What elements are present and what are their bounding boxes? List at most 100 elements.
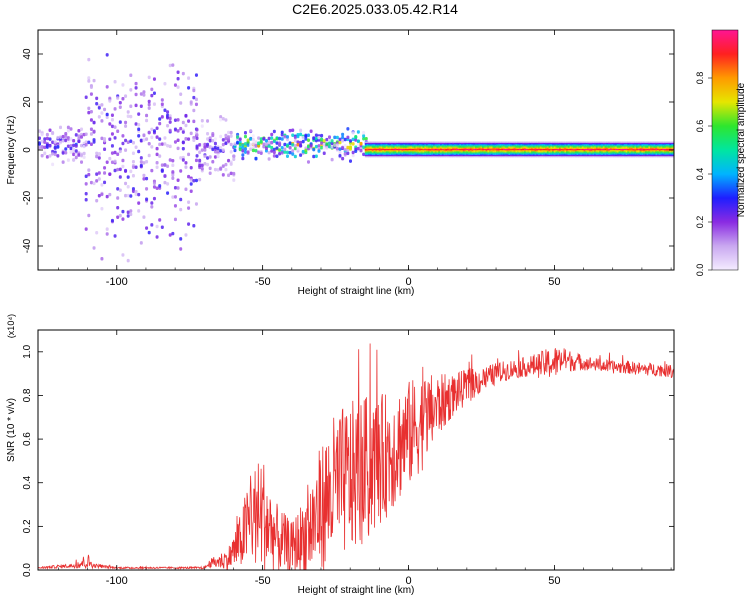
heat-cell bbox=[483, 150, 487, 152]
heat-cell bbox=[459, 148, 462, 151]
heat-cell bbox=[587, 150, 590, 152]
heat-cell bbox=[667, 148, 670, 151]
heat-cell bbox=[483, 146, 487, 148]
heat-cell bbox=[396, 142, 399, 145]
heat-cell bbox=[366, 150, 369, 152]
heat-cell bbox=[466, 151, 469, 153]
heat-cell bbox=[126, 114, 130, 118]
heat-cell bbox=[588, 151, 592, 153]
y-tick-label: 1.0 bbox=[22, 344, 33, 358]
heat-cell bbox=[567, 151, 571, 153]
heat-cell bbox=[555, 144, 558, 146]
heat-cell bbox=[473, 144, 476, 146]
heat-cell bbox=[105, 85, 109, 89]
heat-cell bbox=[391, 148, 394, 151]
heat-cell bbox=[557, 150, 560, 152]
heat-cell bbox=[650, 148, 653, 151]
heat-cell bbox=[450, 148, 453, 151]
heat-cell bbox=[257, 144, 261, 148]
heat-cell bbox=[457, 156, 460, 158]
heat-cell bbox=[564, 148, 567, 151]
heat-cell bbox=[515, 150, 518, 152]
heat-cell bbox=[317, 144, 321, 148]
heat-cell bbox=[571, 147, 574, 149]
heat-cell bbox=[543, 142, 546, 145]
heat-cell bbox=[651, 142, 655, 145]
heat-cell bbox=[466, 141, 469, 143]
heat-cell bbox=[581, 156, 585, 158]
heat-cell bbox=[504, 152, 508, 154]
heat-cell bbox=[669, 154, 672, 157]
heat-cell bbox=[641, 156, 644, 158]
heat-cell bbox=[525, 151, 529, 153]
heat-cell bbox=[440, 152, 443, 154]
heat-cell bbox=[124, 138, 128, 143]
heat-cell bbox=[371, 156, 375, 158]
heat-cell bbox=[651, 145, 655, 147]
heat-cell bbox=[267, 140, 271, 145]
heat-cell bbox=[648, 153, 651, 155]
heat-cell bbox=[524, 144, 527, 146]
heat-cell bbox=[646, 141, 649, 143]
heat-cell bbox=[150, 93, 154, 98]
heat-cell bbox=[447, 153, 450, 155]
heat-cell bbox=[592, 141, 595, 143]
heat-cell bbox=[387, 142, 390, 145]
heat-cell bbox=[179, 237, 183, 241]
heat-cell bbox=[576, 150, 579, 152]
heat-cell bbox=[189, 189, 193, 193]
heat-cell bbox=[569, 145, 572, 147]
heat-cell bbox=[545, 148, 548, 151]
heat-cell bbox=[348, 139, 352, 143]
heat-cell bbox=[559, 150, 562, 152]
heat-cell bbox=[531, 144, 534, 146]
heat-cell bbox=[110, 151, 114, 155]
heat-cell bbox=[660, 141, 663, 143]
heat-cell bbox=[462, 152, 466, 154]
heat-cell bbox=[422, 146, 425, 148]
heat-cell bbox=[548, 145, 551, 147]
heat-cell bbox=[283, 150, 287, 154]
heat-cell bbox=[657, 146, 660, 148]
heat-cell bbox=[588, 145, 592, 147]
heat-cell bbox=[229, 134, 233, 138]
heat-cell bbox=[213, 145, 217, 150]
heat-cell bbox=[497, 156, 501, 158]
heat-cell bbox=[569, 148, 572, 151]
heat-cell bbox=[455, 142, 459, 145]
heat-cell bbox=[396, 153, 399, 155]
heat-cell bbox=[461, 147, 464, 149]
heat-cell bbox=[669, 151, 672, 153]
heat-cell bbox=[134, 103, 138, 108]
heat-cell bbox=[665, 145, 669, 147]
heat-cell bbox=[399, 147, 403, 149]
heat-cell bbox=[553, 141, 557, 143]
heat-cell bbox=[221, 164, 225, 168]
heat-cell bbox=[609, 142, 613, 145]
heat-cell bbox=[389, 145, 392, 147]
heat-cell bbox=[462, 156, 466, 158]
heat-cell bbox=[672, 145, 674, 147]
heat-cell bbox=[241, 143, 245, 147]
heat-cell bbox=[380, 154, 383, 157]
heat-cell bbox=[375, 142, 378, 145]
heat-cell bbox=[543, 150, 546, 152]
heat-cell bbox=[508, 156, 511, 158]
heat-cell bbox=[155, 161, 159, 165]
heat-cell bbox=[545, 147, 548, 149]
heat-cell bbox=[455, 148, 459, 151]
heat-cell bbox=[522, 141, 525, 143]
heat-cell bbox=[581, 141, 585, 143]
heat-cell bbox=[508, 142, 511, 145]
heat-cell bbox=[501, 156, 504, 158]
heat-cell bbox=[179, 197, 183, 202]
heat-cell bbox=[641, 151, 644, 153]
heat-cell bbox=[553, 147, 557, 149]
heat-cell bbox=[213, 137, 217, 141]
heat-cell bbox=[503, 156, 506, 158]
heat-cell bbox=[392, 145, 396, 147]
heat-cell bbox=[594, 142, 597, 145]
heat-cell bbox=[364, 142, 368, 145]
heat-cell bbox=[534, 141, 537, 143]
heat-cell bbox=[158, 121, 162, 126]
